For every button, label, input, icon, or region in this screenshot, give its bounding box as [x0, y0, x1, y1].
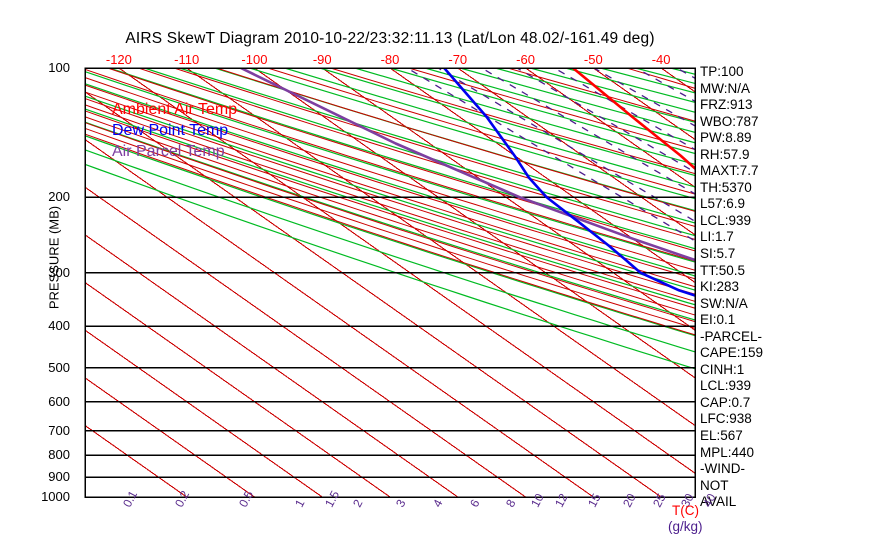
top-temp-tick--90: -90 — [312, 52, 332, 67]
sounding-index-maxt7.7: MAXT:7.7 — [700, 163, 759, 179]
pressure-tick-700: 700 — [48, 422, 70, 438]
sounding-index-frz913: FRZ:913 — [700, 97, 753, 113]
sounding-index-si5.7: SI:5.7 — [700, 246, 736, 262]
sounding-index-wind: -WIND- — [700, 461, 745, 477]
mixing-ratio-unit-label: (g/kg) — [668, 519, 703, 534]
sounding-index-tp100: TP:100 — [700, 64, 744, 79]
pressure-tick-400: 400 — [48, 318, 70, 334]
top-temp-tick--70: -70 — [448, 52, 468, 67]
sounding-index-swna: SW:N/A — [700, 295, 748, 311]
sounding-index-lcl939: LCL:939 — [700, 212, 752, 228]
top-temp-tick--80: -80 — [380, 52, 400, 67]
sounding-index-rh57.9: RH:57.9 — [700, 146, 750, 162]
sounding-index-ei0.1: EI:0.1 — [700, 312, 736, 328]
legend-ambient-air-temp: Ambient Air Temp — [112, 101, 238, 118]
sounding-index-mpl440: MPL:440 — [700, 444, 755, 460]
pressure-tick-900: 900 — [48, 469, 70, 485]
sounding-index-avail: AVAIL — [700, 494, 737, 510]
pressure-tick-1000: 1000 — [41, 489, 70, 504]
top-temp-tick--100: -100 — [241, 52, 268, 67]
top-temp-tick--60: -60 — [516, 52, 535, 67]
pressure-axis-label: PRESSURE (MB) — [46, 205, 62, 310]
sounding-index-cinh1: CINH:1 — [700, 361, 745, 377]
pressure-tick-300: 300 — [48, 264, 70, 280]
legend-air-parcel-temp: Air Parcel Temp — [112, 143, 225, 160]
sounding-index-lcl939: LCL:939 — [700, 378, 752, 394]
sounding-index-parcel: -PARCEL- — [700, 328, 763, 344]
legend-dew-point-temp: Dew Point Temp — [112, 122, 229, 139]
temperature-unit-label: T(C) — [672, 503, 699, 518]
top-temp-tick--110: -110 — [174, 52, 200, 67]
sounding-indices-panel: TP:100 MW:N/A FRZ:913 WBO:787 PW:8.89 RH:57.9… — [700, 64, 865, 511]
sounding-index-tt50.5: TT:50.5 — [700, 262, 746, 278]
top-temp-tick--50: -50 — [583, 52, 603, 67]
sounding-index-el567: EL:567 — [700, 428, 743, 444]
sounding-index-not: NOT — [700, 477, 729, 493]
sounding-index-li1.7: LI:1.7 — [700, 229, 734, 245]
sounding-index-cape159: CAPE:159 — [700, 345, 764, 361]
page-title: AIRS SkewT Diagram 2010-10-22/23:32:11.1… — [125, 30, 655, 47]
pressure-tick-500: 500 — [48, 359, 70, 375]
top-temp-tick--120: -120 — [105, 52, 132, 67]
sounding-index-pw8.89: PW:8.89 — [700, 130, 752, 146]
sounding-index-th5370: TH:5370 — [700, 179, 752, 195]
pressure-tick-100: 100 — [48, 60, 70, 75]
pressure-tick-200: 200 — [48, 189, 70, 205]
sounding-index-mwna: MW:N/A — [700, 80, 750, 96]
sounding-index-l576.9: L57:6.9 — [700, 196, 746, 212]
sounding-index-cap0.7: CAP:0.7 — [700, 394, 751, 410]
pressure-tick-800: 800 — [48, 447, 70, 463]
curve-legend: Ambient Air Temp Dew Point Temp Air Parc… — [112, 99, 237, 162]
top-temp-tick--40: -40 — [651, 52, 671, 67]
pressure-tick-600: 600 — [48, 393, 70, 409]
sounding-index-wbo787: WBO:787 — [700, 113, 759, 129]
sounding-index-lfc938: LFC:938 — [700, 411, 752, 427]
sounding-index-ki283: KI:283 — [700, 279, 740, 295]
